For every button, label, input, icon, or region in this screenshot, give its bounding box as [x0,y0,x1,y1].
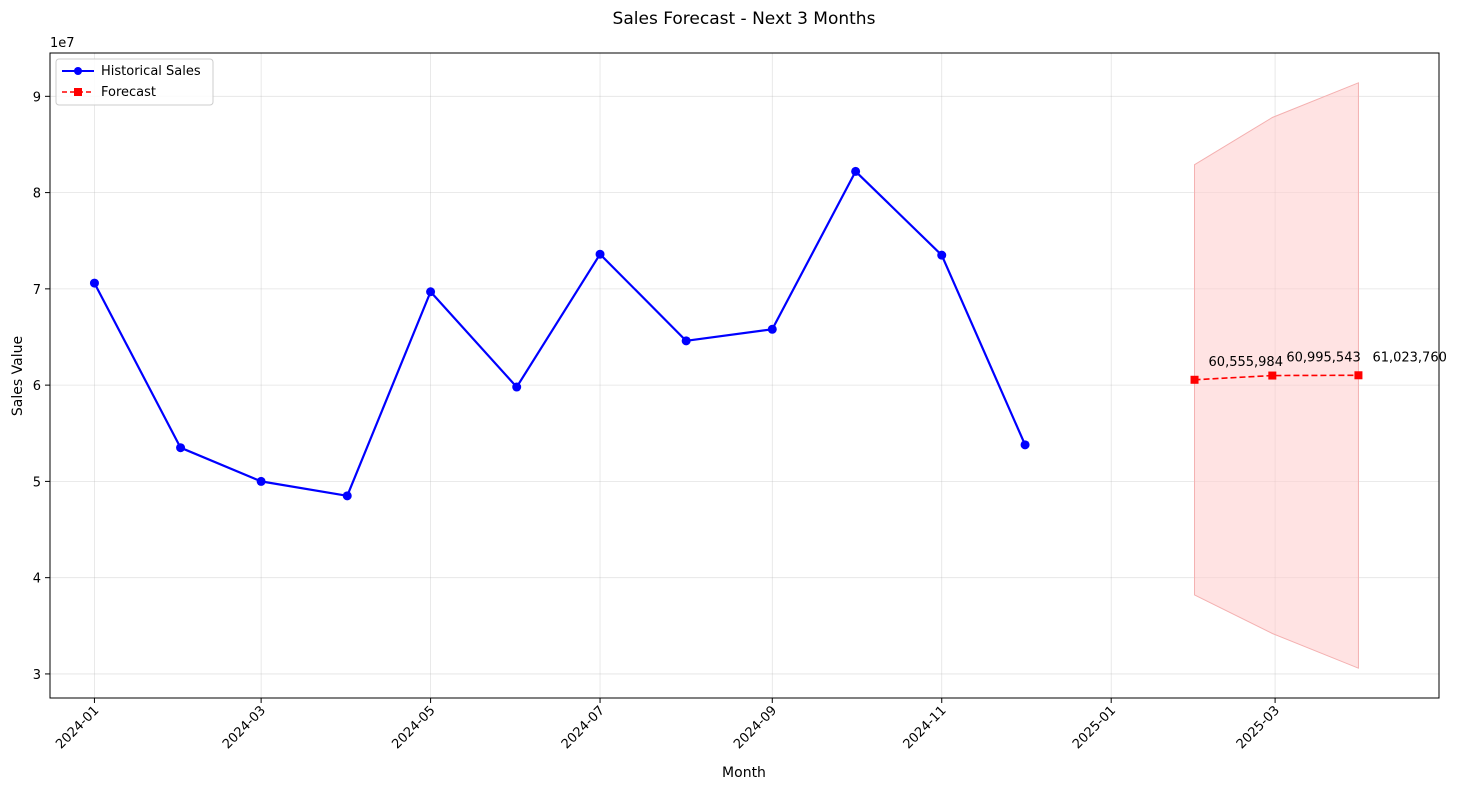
historical-sales-point [89,278,99,288]
legend-historical-label: Historical Sales [101,64,201,79]
historical-sales-point [176,443,186,453]
y-tick-label: 9 [33,90,41,105]
legend-forecast-label: Forecast [101,85,156,100]
y-axis-ticks: 3 4 5 6 7 8 9 [33,90,50,683]
plot-frame [49,52,1440,699]
historical-sales-point [937,250,947,260]
historical-sales-point [342,491,352,501]
y-tick-label: 8 [33,187,41,202]
x-axis-label: Month [722,765,766,781]
historical-sales-point [681,336,691,346]
legend-forecast-marker [74,88,82,96]
x-tick-label: 2024-07 [559,703,608,752]
y-scale-label: 1e7 [50,36,75,51]
legend-historical-marker [74,67,82,75]
series-layer: 60,555,984 60,995,543 61,023,760 [89,166,1447,501]
forecast-point [1268,371,1277,380]
x-tick-label: 2024-03 [220,703,269,752]
y-tick-label: 4 [33,572,41,587]
forecast-data-label: 60,995,543 [1286,351,1360,366]
historical-sales-point [767,324,777,334]
x-tick-label: 2024-05 [389,703,438,752]
forecast-data-label: 61,023,760 [1372,350,1446,365]
historical-sales-point [1020,440,1030,450]
y-axis-label: Sales Value [10,336,26,416]
x-tick-label: 2025-03 [1234,703,1283,752]
y-tick-label: 7 [33,283,41,298]
forecast-data-label: 60,555,984 [1209,355,1283,370]
historical-sales-point [512,382,522,392]
historical-sales-point [426,287,436,297]
historical-sales-line [93,170,1027,497]
historical-sales-point [851,166,861,176]
forecast-point [1190,375,1199,384]
x-tick-label: 2024-09 [731,703,780,752]
x-tick-label: 2024-01 [53,703,102,752]
legend-box [55,58,214,106]
chart-title: Sales Forecast - Next 3 Months [613,9,876,29]
historical-sales-point [595,249,605,259]
historical-sales-point [256,476,266,486]
x-axis-ticks: 2024-01 2024-03 2024-05 2024-07 2024-09 2024-… [53,698,1283,752]
y-tick-label: 5 [33,475,41,490]
y-tick-label: 3 [33,668,41,683]
forecast-point [1354,371,1363,380]
x-tick-label: 2024-11 [901,703,950,752]
y-tick-label: 6 [33,379,41,394]
legend: Historical Sales Forecast [55,58,214,106]
x-tick-label: 2025-01 [1070,703,1119,752]
